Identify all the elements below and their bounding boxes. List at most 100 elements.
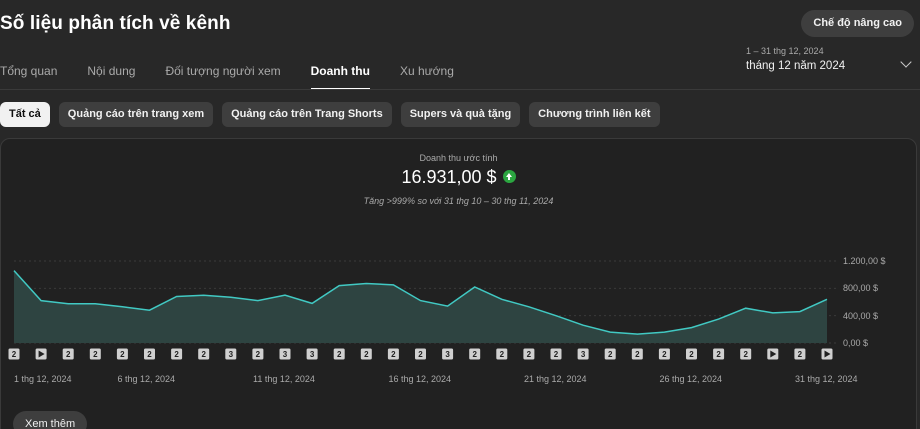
upload-count-marker[interactable] <box>631 348 643 360</box>
chip-shorts-feed-ads[interactable]: Quảng cáo trên Trang Shorts <box>222 102 392 127</box>
upload-count-marker[interactable] <box>306 348 318 360</box>
revenue-area-chart[interactable]: 2 2 2 2 2 2 2 3 2 3 3 2 2 2 2 3 2 2 2 2 3 2 2 2 2 2 2 2 <box>0 240 920 370</box>
data-point[interactable] <box>717 317 721 321</box>
tab-revenue[interactable]: Doanh thu <box>310 58 371 90</box>
y-tick-label: 0,00 $ <box>843 338 869 348</box>
upload-count-marker[interactable] <box>442 348 454 360</box>
x-tick-label: 21 thg 12, 2024 <box>524 374 587 384</box>
upload-count-marker[interactable] <box>469 348 481 360</box>
y-tick-label: 1.200,00 $ <box>843 256 886 266</box>
data-point[interactable] <box>229 295 233 299</box>
data-point[interactable] <box>175 295 179 299</box>
data-point[interactable] <box>12 269 16 273</box>
upload-count-marker[interactable] <box>144 348 155 360</box>
upload-count-marker[interactable] <box>794 348 806 360</box>
data-point[interactable] <box>662 330 666 334</box>
marker-count: 2 <box>689 350 694 359</box>
data-point[interactable] <box>581 323 585 327</box>
tab-audience[interactable]: Đối tượng người xem <box>165 64 281 78</box>
data-point[interactable] <box>310 301 314 305</box>
x-tick-label: 6 thg 12, 2024 <box>117 374 176 384</box>
marker-count: 2 <box>527 350 532 359</box>
data-point[interactable] <box>66 302 70 306</box>
tab-overview[interactable]: Tổng quan <box>0 64 58 78</box>
chip-all[interactable]: Tất cả <box>0 102 50 127</box>
upload-count-marker[interactable] <box>713 348 725 360</box>
data-point[interactable] <box>771 311 775 315</box>
marker-count: 2 <box>472 350 477 359</box>
upload-count-marker[interactable] <box>740 348 752 360</box>
page-title: Số liệu phân tích về kênh <box>0 13 231 34</box>
upload-count-marker[interactable] <box>198 348 210 360</box>
data-point[interactable] <box>473 285 477 289</box>
marker-count: 2 <box>500 350 505 359</box>
data-point[interactable] <box>419 299 423 303</box>
advanced-mode-button[interactable]: Chế độ nâng cao <box>801 10 914 37</box>
data-point[interactable] <box>608 330 612 334</box>
data-point[interactable] <box>744 306 748 310</box>
upload-count-marker[interactable] <box>360 348 372 360</box>
metric-row: 16.931,00 $ <box>0 167 917 188</box>
metric-value: 16.931,00 $ <box>401 167 497 187</box>
upload-count-marker[interactable] <box>387 348 399 360</box>
chip-watch-page-ads[interactable]: Quảng cáo trên trang xem <box>58 102 214 127</box>
data-point[interactable] <box>635 332 639 336</box>
see-more-button[interactable]: Xem thêm <box>13 411 88 429</box>
upload-count-marker[interactable] <box>62 348 74 360</box>
data-point[interactable] <box>798 310 802 314</box>
upload-count-marker[interactable] <box>8 348 20 360</box>
data-point[interactable] <box>120 305 124 309</box>
arrow-up-circle-icon <box>502 170 516 183</box>
data-point[interactable] <box>391 283 395 287</box>
data-point[interactable] <box>527 305 531 309</box>
marker-count: 3 <box>283 350 288 359</box>
data-point[interactable] <box>93 302 97 306</box>
y-tick-label: 800,00 $ <box>843 283 879 294</box>
upload-count-marker[interactable] <box>116 348 128 360</box>
tab-trends[interactable]: Xu hướng <box>399 64 454 78</box>
marker-count: 3 <box>581 350 586 359</box>
date-range-picker[interactable]: 1 – 31 thg 12, 2024 tháng 12 năm 2024 <box>746 46 916 82</box>
upload-count-marker[interactable] <box>171 348 183 360</box>
marker-count: 2 <box>93 350 98 359</box>
upload-count-marker[interactable] <box>252 348 264 360</box>
upload-count-marker[interactable] <box>225 348 237 360</box>
data-point[interactable] <box>364 282 368 286</box>
data-point[interactable] <box>202 293 206 297</box>
marker-count: 3 <box>310 350 315 359</box>
chip-affiliate-program[interactable]: Chương trình liên kết <box>529 102 660 127</box>
tabs-divider <box>0 89 920 90</box>
revenue-filter-chips: Tất cả Quảng cáo trên trang xem Quảng cá… <box>0 102 669 127</box>
upload-count-marker[interactable] <box>279 348 291 360</box>
data-point[interactable] <box>825 297 829 301</box>
marker-count: 3 <box>229 350 234 359</box>
marker-count: 2 <box>743 350 748 359</box>
tab-content[interactable]: Nội dung <box>87 64 136 78</box>
upload-count-marker[interactable] <box>333 348 345 360</box>
upload-count-marker[interactable] <box>686 348 697 360</box>
data-point[interactable] <box>500 297 504 301</box>
play-icon <box>38 350 45 358</box>
data-point[interactable] <box>39 299 43 303</box>
upload-count-marker[interactable] <box>658 348 670 360</box>
marker-count: 2 <box>12 350 17 359</box>
upload-count-marker[interactable] <box>550 348 562 360</box>
upload-count-marker[interactable] <box>604 348 616 360</box>
data-point[interactable] <box>554 314 558 318</box>
upload-count-marker[interactable] <box>415 348 426 360</box>
upload-count-marker[interactable] <box>577 348 589 360</box>
data-point[interactable] <box>337 284 341 288</box>
upload-count-marker[interactable] <box>496 348 508 360</box>
marker-count: 2 <box>554 350 559 359</box>
marker-count: 3 <box>445 350 450 359</box>
data-point[interactable] <box>256 299 260 303</box>
marker-count: 2 <box>608 350 613 359</box>
data-point[interactable] <box>148 308 152 312</box>
data-point[interactable] <box>446 304 450 308</box>
data-point[interactable] <box>283 293 287 297</box>
chip-supers-gifts[interactable]: Supers và quà tặng <box>400 102 521 127</box>
data-point[interactable] <box>690 326 694 330</box>
upload-count-marker[interactable] <box>523 348 535 360</box>
upload-count-marker[interactable] <box>89 348 101 360</box>
marker-count: 2 <box>201 350 206 359</box>
